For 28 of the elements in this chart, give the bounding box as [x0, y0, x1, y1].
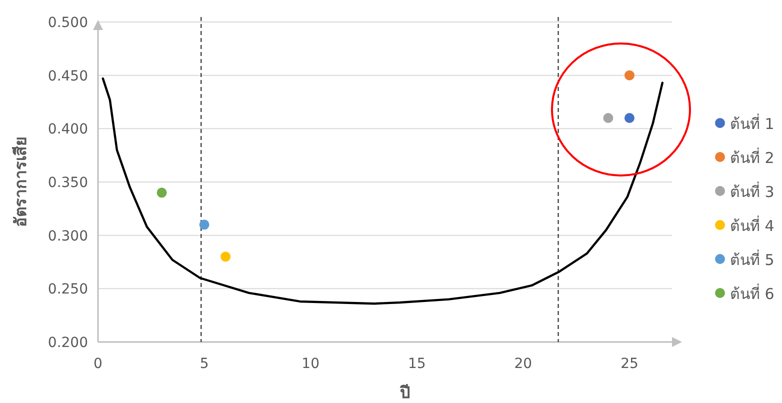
- legend-label: ต้นที่ 2: [730, 147, 774, 167]
- y-axis-title: อัตราการเสีย: [11, 137, 30, 227]
- point: [624, 113, 634, 123]
- y-tick-label: 0.400: [48, 122, 88, 138]
- legend-label: ต้นที่ 3: [730, 181, 774, 201]
- y-tick-label: 0.500: [48, 15, 88, 31]
- x-tick-label: 10: [302, 356, 320, 372]
- line-series: [102, 77, 664, 305]
- x-tick-label: 20: [514, 356, 532, 372]
- x-tick-label: 15: [408, 356, 426, 372]
- x-tick-label: 25: [620, 356, 638, 372]
- point: [603, 113, 614, 123]
- y-tick-label: 0.200: [48, 335, 88, 351]
- legend-label: ต้นที่ 5: [730, 249, 774, 269]
- y-tick-label: 0.250: [48, 282, 88, 298]
- x-tick-label: 0: [94, 356, 102, 372]
- x-axis-title: ปี: [399, 383, 410, 402]
- legend-label: ต้นที่ 4: [730, 215, 774, 235]
- point: [624, 70, 634, 80]
- point: [220, 252, 231, 262]
- legend-label: ต้นที่ 1: [730, 113, 774, 133]
- point: [156, 188, 167, 198]
- legend-label: ต้นที่ 6: [730, 283, 774, 303]
- x-tick-label: 5: [200, 356, 209, 372]
- y-tick-label: 0.450: [48, 68, 88, 84]
- point: [199, 220, 210, 230]
- y-tick-label: 0.350: [48, 175, 88, 191]
- y-tick-label: 0.300: [48, 228, 88, 244]
